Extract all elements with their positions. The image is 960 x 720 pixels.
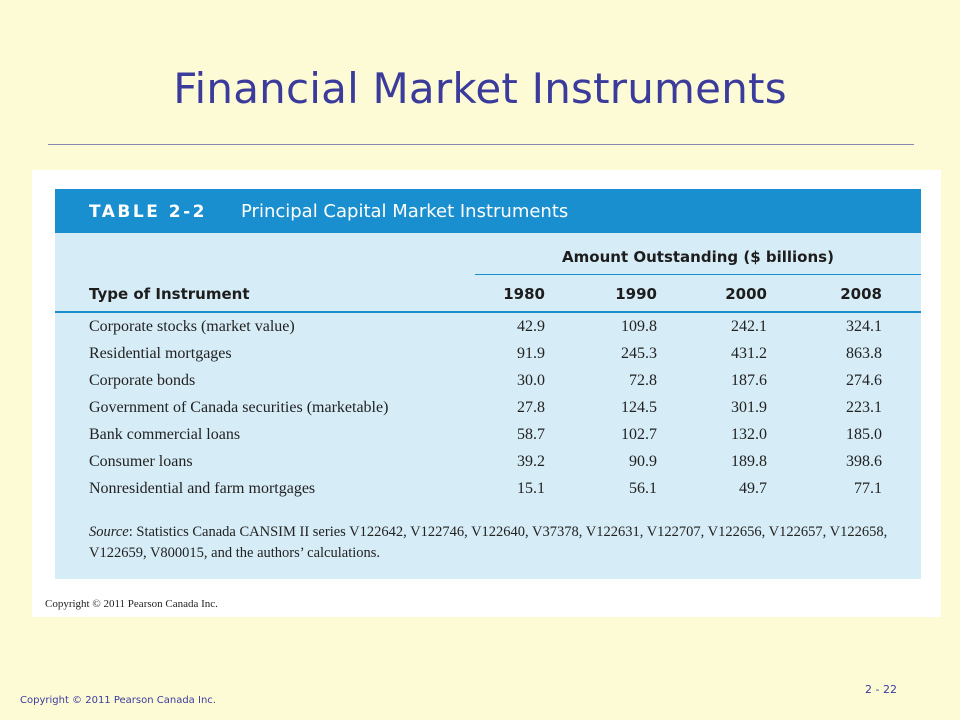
value-2000: 301.9 [731, 399, 767, 416]
value-1990: 245.3 [621, 345, 657, 362]
value-2000: 187.6 [731, 372, 767, 389]
table-figure: TABLE 2-2 Principal Capital Market Instr… [32, 170, 941, 617]
title-divider [48, 144, 914, 145]
figure-copyright: Copyright © 2011 Pearson Canada Inc. [45, 598, 218, 610]
value-2008: 185.0 [846, 426, 882, 443]
value-1980: 15.1 [517, 480, 545, 497]
year-heading-1980: 1980 [503, 285, 545, 303]
footer-copyright: Copyright © 2011 Pearson Canada Inc. [20, 695, 216, 706]
value-2000: 242.1 [731, 318, 767, 335]
instrument-name: Consumer loans [89, 453, 193, 470]
year-heading-1990: 1990 [615, 285, 657, 303]
slide-title: Financial Market Instruments [173, 64, 787, 113]
value-2008: 398.6 [846, 453, 882, 470]
amount-outstanding-heading: Amount Outstanding ($ billions) [562, 248, 834, 266]
table-number: TABLE 2-2 [89, 202, 207, 222]
source-text: : Statistics Canada CANSIM II series V12… [89, 524, 888, 561]
table-row: Residential mortgages 91.9 245.3 431.2 8… [55, 345, 921, 372]
page-number: 2 - 22 [865, 683, 897, 696]
table-caption: Principal Capital Market Instruments [241, 201, 569, 222]
value-2008: 223.1 [846, 399, 882, 416]
value-2000: 49.7 [739, 480, 767, 497]
table-row: Corporate bonds 30.0 72.8 187.6 274.6 [55, 372, 921, 399]
instrument-name: Government of Canada securities (marketa… [89, 399, 389, 416]
value-2008: 863.8 [846, 345, 882, 362]
year-heading-2008: 2008 [840, 285, 882, 303]
year-heading-2000: 2000 [725, 285, 767, 303]
type-of-instrument-heading: Type of Instrument [89, 285, 250, 303]
instrument-name: Corporate bonds [89, 372, 196, 389]
table-row: Bank commercial loans 58.7 102.7 132.0 1… [55, 426, 921, 453]
header-rule [55, 311, 921, 313]
value-2000: 431.2 [731, 345, 767, 362]
value-1980: 42.9 [517, 318, 545, 335]
value-1980: 27.8 [517, 399, 545, 416]
source-note: Source: Statistics Canada CANSIM II seri… [89, 522, 899, 564]
instrument-name: Nonresidential and farm mortgages [89, 480, 316, 497]
table-panel: TABLE 2-2 Principal Capital Market Instr… [55, 189, 921, 579]
value-1980: 30.0 [517, 372, 545, 389]
instrument-name: Bank commercial loans [89, 426, 241, 443]
source-label: Source [89, 524, 129, 540]
table-row: Government of Canada securities (marketa… [55, 399, 921, 426]
instrument-name: Residential mortgages [89, 345, 232, 362]
value-1990: 56.1 [629, 480, 657, 497]
amount-heading-rule [475, 274, 921, 275]
table-row: Corporate stocks (market value) 42.9 109… [55, 318, 921, 345]
value-2000: 132.0 [731, 426, 767, 443]
table-row: Nonresidential and farm mortgages 15.1 5… [55, 480, 921, 507]
value-1980: 58.7 [517, 426, 545, 443]
instrument-name: Corporate stocks (market value) [89, 318, 295, 335]
value-1990: 124.5 [621, 399, 657, 416]
value-1980: 39.2 [517, 453, 545, 470]
table-header-bar: TABLE 2-2 Principal Capital Market Instr… [55, 189, 921, 233]
value-2008: 274.6 [846, 372, 882, 389]
value-1990: 90.9 [629, 453, 657, 470]
value-1990: 109.8 [621, 318, 657, 335]
value-1990: 102.7 [621, 426, 657, 443]
value-1990: 72.8 [629, 372, 657, 389]
value-2000: 189.8 [731, 453, 767, 470]
value-2008: 324.1 [846, 318, 882, 335]
value-1980: 91.9 [517, 345, 545, 362]
table-row: Consumer loans 39.2 90.9 189.8 398.6 [55, 453, 921, 480]
value-2008: 77.1 [854, 480, 882, 497]
